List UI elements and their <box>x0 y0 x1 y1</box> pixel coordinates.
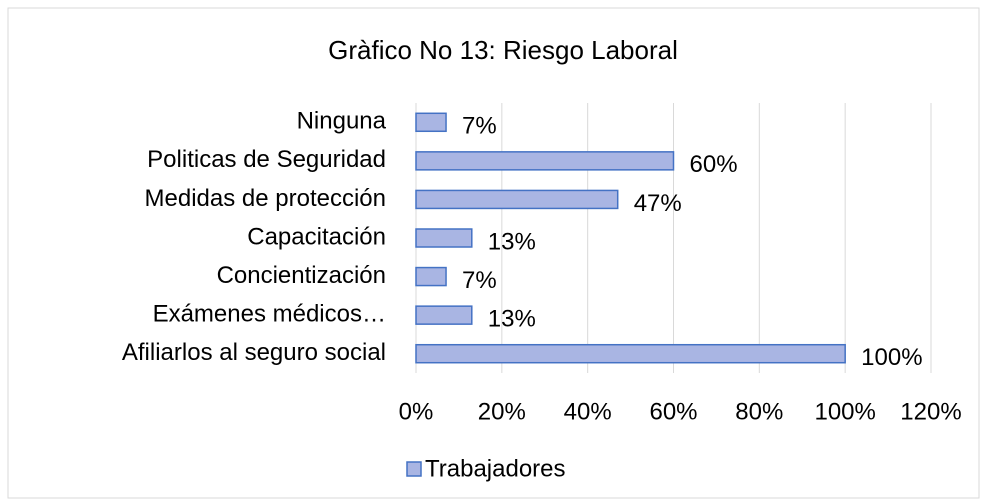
bar <box>415 343 846 364</box>
legend-label: Trabajadores <box>425 455 566 482</box>
chart-border <box>7 7 980 499</box>
y-tick-label: Capacitación <box>247 223 386 250</box>
x-tick-label: 40% <box>564 398 612 425</box>
data-label: 60% <box>690 151 738 178</box>
bar <box>415 266 447 287</box>
data-label: 7% <box>462 113 497 140</box>
y-tick-label: Exámenes médicos… <box>153 300 386 327</box>
x-tick-label: 120% <box>900 398 961 425</box>
x-tick-label: 20% <box>478 398 526 425</box>
bar <box>415 305 473 325</box>
data-label: 13% <box>488 305 536 332</box>
y-tick-label: Concientización <box>217 262 386 289</box>
bar <box>415 112 447 133</box>
x-tick-label: 100% <box>814 398 875 425</box>
bar <box>415 189 619 210</box>
bar <box>415 228 473 248</box>
y-tick-label: Politicas de Seguridad <box>147 146 386 173</box>
data-label: 13% <box>488 228 536 255</box>
y-tick-label: Medidas de protección <box>145 185 386 212</box>
data-label: 100% <box>861 344 922 371</box>
bar <box>415 151 675 171</box>
data-label: 47% <box>634 190 682 217</box>
x-tick-label: 0% <box>399 398 434 425</box>
legend-swatch <box>406 461 422 477</box>
chart-title: Gràfico No 13: Riesgo Laboral <box>328 35 678 65</box>
y-tick-label: Afiliarlos al seguro social <box>122 339 386 366</box>
x-tick-label: 80% <box>735 398 783 425</box>
x-tick-label: 60% <box>649 398 697 425</box>
data-label: 7% <box>462 267 497 294</box>
y-tick-label: Ninguna <box>297 108 387 135</box>
